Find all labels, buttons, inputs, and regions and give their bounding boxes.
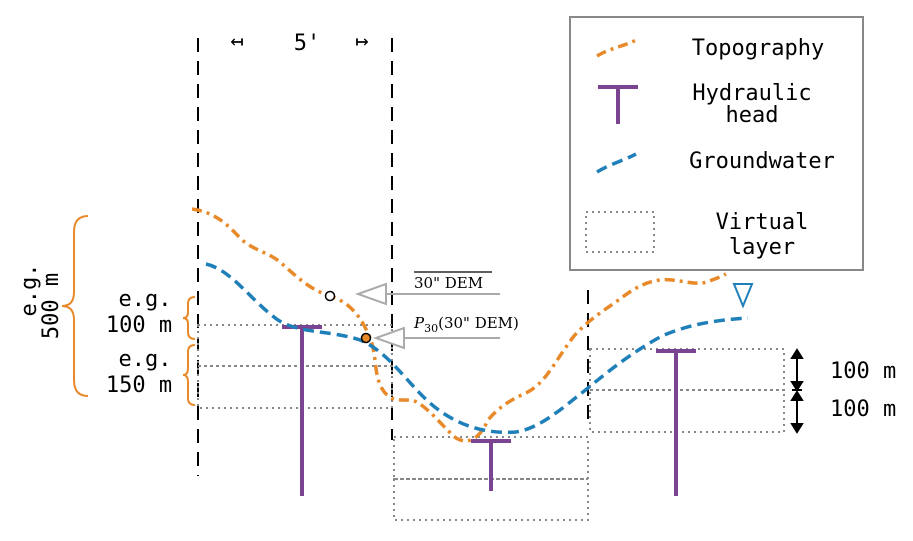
legend-topography-label: Topography [692, 36, 824, 61]
right-scale-lower-label: 100 m [830, 397, 896, 422]
lower-scale-label-line2: 150 m [106, 373, 172, 398]
p30-label: P30(30" DEM) [413, 314, 519, 335]
outer-scale-label-line1: e.g. [17, 264, 42, 317]
water-table-icon [732, 283, 754, 309]
p30-subscript: 30 [424, 322, 438, 335]
scale-left-arrow: ↤ [230, 29, 243, 54]
virtual-layer-center-1 [393, 436, 589, 480]
right-scale-upper-label: 100 m [830, 359, 896, 384]
legend-hydraulic-head-line2: head [726, 103, 779, 128]
topography-curve [191, 207, 727, 443]
legend-groundwater-label: Groundwater [689, 149, 835, 174]
virtual-layer-right-2 [589, 389, 785, 433]
right-scale-arrows [790, 348, 804, 434]
legend-hydraulic-head-line1: Hydraulic [692, 81, 811, 106]
scale-right-arrow: ↦ [355, 29, 368, 54]
p30-symbol: P [413, 314, 425, 332]
upper-brace [182, 296, 196, 340]
lower-scale-label-line1: e.g. [119, 347, 172, 372]
legend-virtual-layer-line1: Virtual [716, 210, 809, 235]
outer-scale-label-line2: 500 m [39, 273, 64, 339]
outer-brace [61, 215, 89, 397]
legend-topography-swatch [596, 38, 637, 58]
legend: Topography Hydraulic head Groundwater Vi… [569, 16, 864, 271]
upper-scale-label-line1: e.g. [119, 287, 172, 312]
p30-text: (30" DEM) [438, 314, 519, 332]
dem-label: 30" DEM [414, 274, 483, 292]
legend-box [569, 16, 864, 271]
virtual-layer-right-1 [589, 348, 785, 391]
hydraulic-heads [282, 325, 696, 496]
lower-brace [182, 344, 196, 406]
dem-point [324, 290, 336, 302]
p30-pointer-arrow [373, 326, 405, 350]
dem-pointer-arrow [355, 282, 387, 306]
legend-virtual-layer-line2: layer [729, 235, 795, 260]
legend-groundwater-swatch [596, 152, 637, 174]
groundwater-curve [205, 262, 749, 435]
upper-scale-label-line2: 100 m [106, 313, 172, 338]
scale-label: 5' [294, 31, 321, 56]
virtual-layer-left-2 [197, 365, 393, 409]
virtual-layer-left-1 [197, 324, 393, 367]
p30-point [360, 332, 372, 344]
